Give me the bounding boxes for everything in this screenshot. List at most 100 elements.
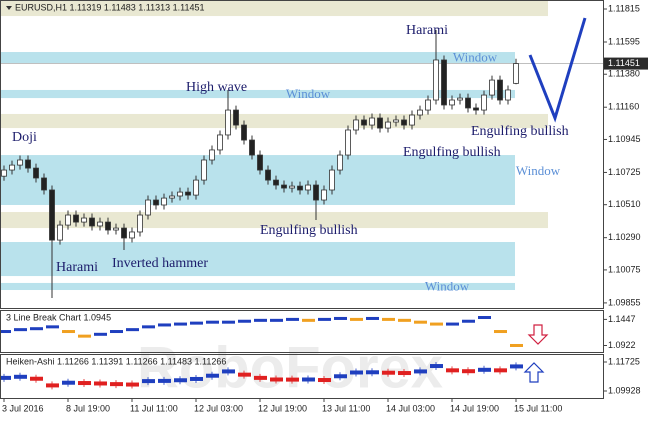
candle-body — [361, 119, 367, 126]
candle-body — [353, 119, 359, 131]
x-tick-label: 3 Jul 2016 — [2, 403, 44, 413]
ha-bar — [366, 370, 379, 375]
ha-bar — [238, 372, 251, 377]
candle-body — [273, 179, 279, 186]
ha-bar — [158, 378, 171, 383]
linebreak-brick — [190, 321, 203, 325]
zone — [1, 0, 548, 17]
candle-body — [169, 195, 175, 199]
ha-bar — [478, 367, 491, 372]
candle-body — [441, 59, 447, 106]
candle-body — [425, 99, 431, 111]
x-tick-label: 11 Jul 11:00 — [130, 403, 178, 413]
ha-bar — [222, 369, 235, 374]
linebreak-brick — [46, 325, 59, 329]
y-tick-label: 1.11160 — [608, 102, 639, 112]
pattern-label: Inverted hammer — [112, 256, 208, 271]
down-arrow — [527, 324, 549, 345]
candle-body — [25, 159, 31, 169]
candle-body — [505, 89, 511, 101]
ha-bar — [414, 369, 427, 374]
ha-bar — [302, 377, 315, 382]
candle-body — [105, 221, 111, 231]
candle-body — [129, 231, 135, 239]
ha-bar — [78, 381, 91, 386]
x-tick-label: 8 Jul 19:00 — [66, 403, 110, 413]
heikenashi-title: Heiken-Ashi 1.11266 1.11391 1.11266 1.11… — [6, 356, 226, 366]
ha-bar — [206, 373, 219, 378]
candle-body — [185, 191, 191, 196]
y-tick-label: 1.09928 — [608, 385, 641, 395]
candle-body — [321, 189, 327, 201]
candle-body — [481, 94, 487, 111]
y-tick-label: 1.10945 — [608, 134, 641, 144]
candle-body — [41, 177, 47, 191]
pattern-label: Engulfing bullish — [403, 145, 501, 160]
candle-body — [465, 97, 471, 109]
candle-body — [153, 199, 159, 206]
x-tick-label: 15 Jul 11:00 — [514, 403, 562, 413]
y-tick-label: 1.10725 — [608, 167, 641, 177]
linebreak-title: 3 Line Break Chart 1.0945 — [6, 312, 111, 322]
zone-label: Window — [516, 163, 561, 178]
candle-body — [137, 214, 143, 233]
ha-bar — [126, 382, 139, 387]
ha-bar — [398, 371, 411, 376]
chart-title: EURUSD,H1 1.11319 1.11483 1.11313 1.1145… — [15, 2, 204, 12]
candle-body — [489, 79, 495, 96]
symbol-marker — [6, 6, 12, 10]
linebreak-brick — [142, 325, 155, 329]
linebreak-brick — [382, 317, 395, 321]
linebreak-brick — [0, 330, 11, 334]
candle-body — [513, 63, 519, 84]
linebreak-brick — [366, 316, 379, 320]
candle-body — [417, 109, 423, 116]
candle-body — [17, 159, 23, 166]
zone — [1, 89, 515, 99]
ha-bar — [446, 368, 459, 373]
linebreak-brick — [414, 320, 427, 324]
candle-body — [57, 224, 63, 241]
linebreak-brick — [286, 317, 299, 321]
candle-body — [385, 121, 391, 129]
candle-body — [457, 97, 463, 101]
candle-body — [473, 107, 479, 111]
candle-body — [265, 169, 271, 181]
linebreak-brick — [62, 330, 75, 334]
candle-body — [257, 154, 263, 171]
candle-body — [113, 227, 119, 231]
linebreak-brick — [254, 318, 267, 322]
candle-body — [89, 217, 95, 227]
linebreak-brick — [206, 320, 219, 324]
candle-body — [297, 185, 303, 191]
linebreak-brick — [446, 322, 459, 326]
zone — [1, 282, 515, 291]
x-tick-label: 13 Jul 11:00 — [322, 403, 370, 413]
linebreak-brick — [430, 322, 443, 326]
candle-body — [377, 117, 383, 129]
linebreak-brick — [398, 318, 411, 322]
linebreak-brick — [510, 343, 523, 347]
ha-bar — [510, 364, 523, 369]
ha-bar — [270, 377, 283, 382]
linebreak-brick — [14, 328, 27, 332]
linebreak-brick — [238, 319, 251, 323]
candle-body — [449, 99, 455, 106]
candle-body — [81, 217, 87, 223]
linebreak-brick — [350, 317, 363, 321]
price-label: 1.11451 — [608, 58, 640, 68]
candle-body — [305, 184, 311, 191]
watermark: RoboForex — [137, 335, 443, 400]
zone-label: Window — [425, 278, 470, 293]
y-tick-label: 1.11815 — [608, 3, 640, 13]
pattern-label: Engulfing bullish — [260, 223, 358, 238]
candle-body — [337, 154, 343, 171]
linebreak-brick — [334, 316, 347, 320]
zone — [1, 113, 548, 129]
ha-bar — [0, 375, 11, 380]
candle-body — [249, 139, 255, 156]
y-tick-label: 1.10510 — [608, 199, 641, 209]
linebreak-brick — [110, 330, 123, 334]
candle-body — [209, 149, 215, 161]
candle-body — [97, 221, 103, 227]
